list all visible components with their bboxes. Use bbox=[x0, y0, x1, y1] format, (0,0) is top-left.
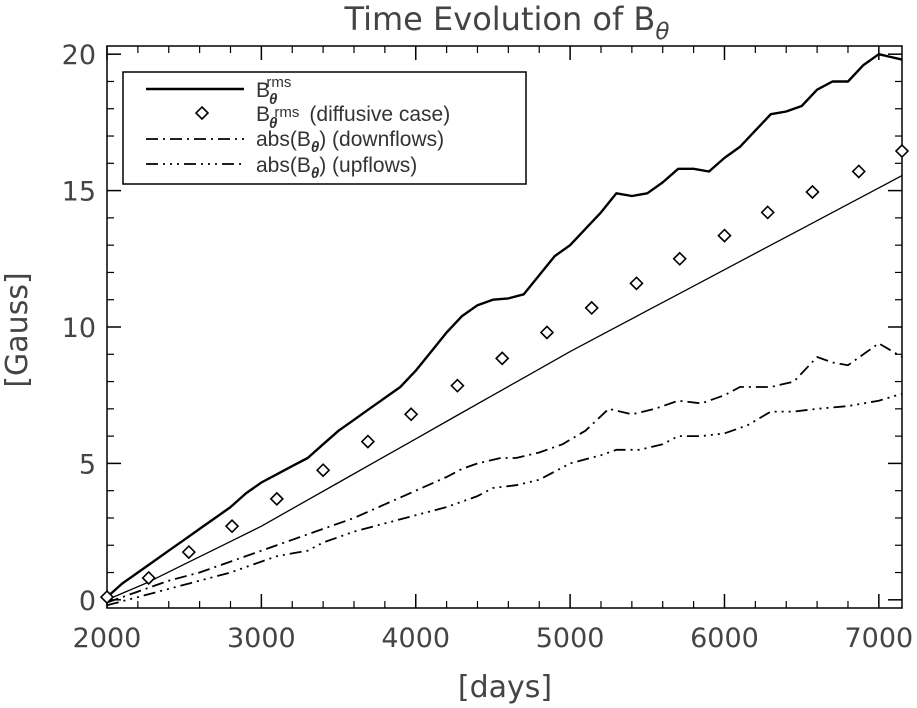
y-tick-label: 15 bbox=[62, 177, 96, 208]
diamond-marker bbox=[760, 205, 775, 220]
diamond-marker bbox=[539, 325, 555, 340]
y-tick-label: 10 bbox=[62, 313, 96, 344]
x-tick-label: 2000 bbox=[73, 623, 142, 654]
chart-title: Time Evolution of Bθ bbox=[344, 0, 670, 45]
x-tick-label: 4000 bbox=[381, 623, 450, 654]
diamond-marker bbox=[894, 143, 910, 159]
diamond-marker bbox=[99, 589, 115, 605]
legend-label-diffusive: Bθrms (diffusive case) bbox=[256, 103, 450, 132]
diamond-marker bbox=[269, 491, 284, 507]
marker-layer bbox=[99, 143, 910, 605]
legend-label-upflows: abs(Bθ) (upflows) bbox=[256, 154, 417, 182]
diamond-marker bbox=[495, 351, 510, 366]
legend-box bbox=[122, 71, 527, 185]
legend-samples bbox=[146, 87, 244, 165]
legend-label-downflows: abs(Bθ) (downflows) bbox=[256, 128, 444, 156]
diamond-marker bbox=[584, 300, 599, 316]
series-line-2 bbox=[106, 175, 903, 601]
x-tick-label: 7000 bbox=[844, 623, 913, 654]
y-tick-label: 20 bbox=[62, 40, 96, 71]
legend-sample-2 bbox=[194, 105, 210, 121]
diamond-marker bbox=[315, 463, 331, 478]
diamond-marker bbox=[805, 184, 820, 200]
legend: Bθrms Bθrms (diffusive case) abs(Bθ) (dow… bbox=[122, 71, 527, 185]
diamond-marker bbox=[224, 519, 240, 534]
diamond-marker bbox=[141, 570, 156, 586]
diamond-marker bbox=[181, 544, 196, 560]
axis-ticks bbox=[106, 46, 902, 608]
x-tick-label: 3000 bbox=[227, 623, 296, 654]
diamond-marker bbox=[403, 407, 419, 422]
x-axis-label: [days] bbox=[458, 670, 552, 705]
diamond-marker bbox=[672, 251, 687, 266]
series-line-1 bbox=[106, 53, 903, 598]
tick-labels: 2000 3000 4000 5000 6000 7000 0 5 10 15 20 bbox=[62, 40, 914, 654]
y-tick-label: 5 bbox=[79, 449, 96, 480]
legend-label-rms: Bθrms bbox=[256, 74, 291, 108]
series-line-3 bbox=[106, 342, 903, 604]
series-layer bbox=[106, 53, 903, 607]
y-tick-label: 0 bbox=[79, 586, 96, 617]
y-axis-label: [Gauss] bbox=[0, 272, 35, 387]
diamond-marker bbox=[717, 228, 732, 243]
series-line-4 bbox=[106, 392, 903, 607]
diamond-marker bbox=[629, 276, 644, 291]
x-tick-label: 5000 bbox=[536, 623, 605, 654]
diamond-marker bbox=[450, 378, 465, 393]
diamond-marker bbox=[360, 434, 376, 449]
x-tick-label: 6000 bbox=[690, 623, 759, 654]
diamond-marker bbox=[851, 164, 866, 179]
